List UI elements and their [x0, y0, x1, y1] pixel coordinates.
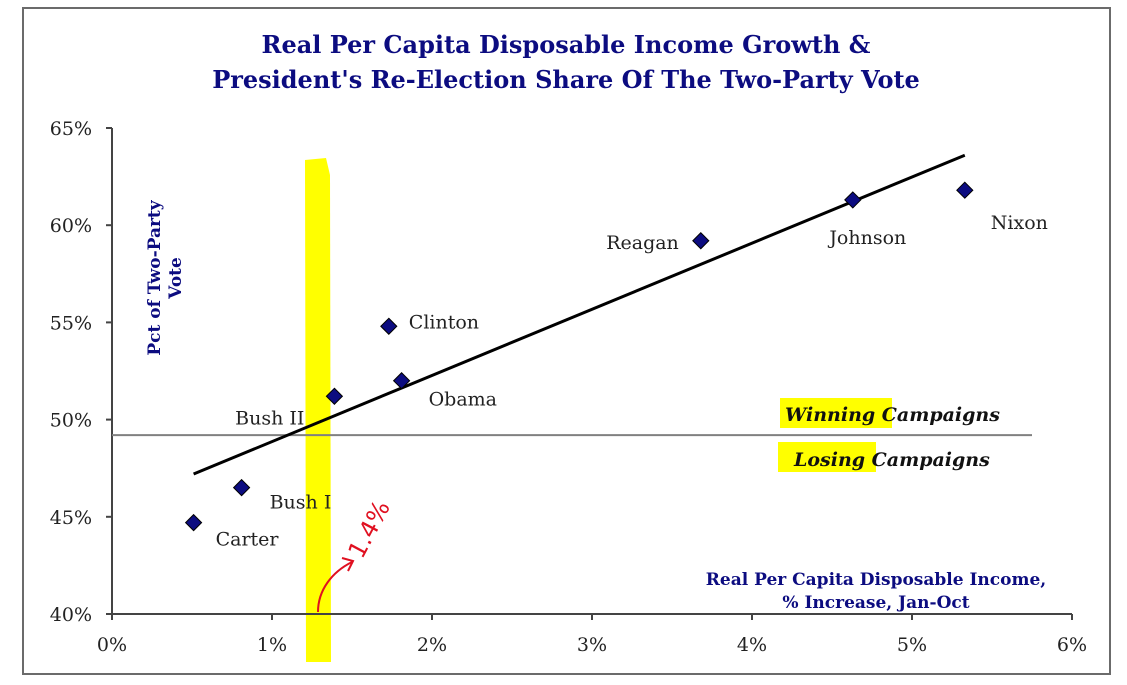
- y-axis-title-line-1: Pct of Two-Party: [145, 199, 165, 355]
- chart-frame: [22, 7, 1111, 675]
- x-tick-label: 6%: [1057, 634, 1087, 656]
- point-label-carter: Carter: [216, 529, 280, 551]
- chart-title-line-2: President's Re-Election Share Of The Two…: [212, 65, 920, 94]
- point-label-bush-ii: Bush II: [235, 407, 304, 429]
- y-tick-label: 60%: [50, 215, 92, 237]
- winning-word: Winning: [785, 404, 875, 426]
- data-points: Carter Bush I Bush II Clinton Obama Reagan Joh…: [184, 181, 1048, 551]
- chart-title-line-1: Real Per Capita Disposable Income Growth…: [262, 30, 871, 59]
- x-tick-label: 2%: [417, 634, 447, 656]
- campaigns-word: Campaigns: [875, 404, 1000, 426]
- data-point-carter: [184, 513, 203, 532]
- point-label-reagan: Reagan: [606, 232, 679, 254]
- x-axis-title-line-1: Real Per Capita Disposable Income,: [706, 570, 1046, 590]
- y-tick-label: 50%: [50, 410, 92, 432]
- y-tick-label: 55%: [50, 312, 92, 334]
- annotation-arrowhead: [341, 557, 355, 572]
- highlight-band: [305, 158, 331, 662]
- data-point-nixon: [956, 181, 974, 199]
- y-tick-label: 65%: [50, 118, 92, 140]
- x-axis-title-line-2: % Increase, Jan-Oct: [782, 593, 969, 613]
- point-label-bush-i: Bush I: [270, 492, 332, 514]
- point-label-obama: Obama: [429, 389, 497, 411]
- losing-campaigns-label: Losing Campaigns: [793, 449, 990, 471]
- x-tick-label: 3%: [577, 634, 607, 656]
- y-tick-label: 40%: [50, 604, 92, 626]
- point-label-johnson: Johnson: [827, 227, 906, 249]
- x-tick-label: 0%: [97, 634, 127, 656]
- y-tick-label: 45%: [50, 507, 92, 529]
- annotation-arrow: [317, 561, 353, 613]
- data-point-bush-ii: [325, 387, 344, 405]
- x-tick-label: 5%: [897, 634, 927, 656]
- trendline: [193, 153, 966, 476]
- annotation-text: 1.4%: [343, 496, 396, 563]
- data-point-johnson: [844, 191, 862, 209]
- axes: 40% 45% 50% 55% 60% 65% 0% 1% 2% 3% 4% 5% 6%: [50, 118, 1087, 656]
- y-axis-title-line-2: Vote: [166, 257, 186, 300]
- losing-word: Losing: [793, 449, 865, 471]
- losing-highlight: [778, 442, 876, 472]
- x-tick-label: 1%: [257, 634, 287, 656]
- winning-highlight: [780, 398, 892, 428]
- point-label-clinton: Clinton: [409, 311, 479, 333]
- winning-campaigns-label: Winning Campaigns: [785, 404, 1000, 426]
- x-tick-label: 4%: [737, 634, 767, 656]
- data-point-obama: [392, 372, 411, 390]
- campaigns-word: Campaigns: [865, 449, 990, 471]
- data-point-clinton: [380, 317, 398, 335]
- point-label-nixon: Nixon: [991, 212, 1048, 234]
- data-point-reagan: [692, 232, 710, 250]
- data-point-bush-i: [232, 478, 251, 497]
